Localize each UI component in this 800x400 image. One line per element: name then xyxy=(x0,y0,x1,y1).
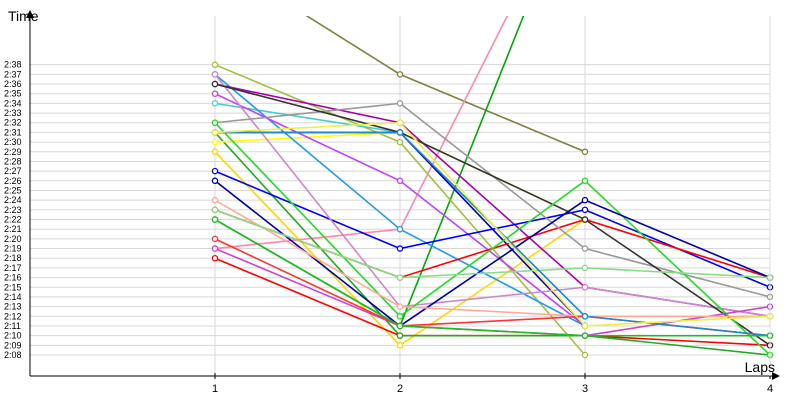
series-point xyxy=(396,177,404,185)
y-tick-labels: 2:082:092:102:112:122:132:142:152:162:17… xyxy=(4,60,22,360)
series-point xyxy=(581,196,589,204)
series-point xyxy=(581,322,589,330)
series-lines xyxy=(211,16,774,359)
y-tick-label: 2:37 xyxy=(4,69,22,79)
series-point xyxy=(211,129,219,136)
x-tick-label: 3 xyxy=(582,383,588,395)
y-tick-label: 2:12 xyxy=(4,311,22,321)
series-point xyxy=(581,264,589,272)
series-point xyxy=(211,235,219,243)
y-axis-arrow-icon xyxy=(26,10,34,18)
series-point xyxy=(211,254,219,262)
series-point xyxy=(396,303,404,310)
series-point xyxy=(396,313,404,320)
y-tick-label: 2:19 xyxy=(4,244,22,254)
series-line xyxy=(214,73,771,318)
y-tick-label: 2:30 xyxy=(4,137,22,147)
x-tick-label: 4 xyxy=(767,383,773,395)
series-point xyxy=(396,322,404,330)
y-tick-label: 2:31 xyxy=(4,127,22,137)
y-tick-label: 2:20 xyxy=(4,234,22,244)
y-tick-label: 2:15 xyxy=(4,282,22,292)
series-point xyxy=(581,206,589,214)
y-tick-label: 2:14 xyxy=(4,292,22,302)
series-line xyxy=(214,131,771,356)
x-tick-label: 2 xyxy=(397,383,403,395)
series-point xyxy=(581,177,589,185)
series-point xyxy=(396,332,404,339)
series-line xyxy=(214,257,771,347)
y-tick-label: 2:23 xyxy=(4,205,22,215)
series-line xyxy=(215,131,771,337)
y-tick-label: 2:24 xyxy=(4,195,22,205)
y-tick-label: 2:13 xyxy=(4,302,22,312)
y-tick-label: 2:27 xyxy=(4,166,22,176)
series-point xyxy=(396,138,404,146)
x-axis-title: Laps xyxy=(745,359,775,375)
y-tick-label: 2:32 xyxy=(4,118,22,128)
y-tick-label: 2:26 xyxy=(4,176,22,186)
y-tick-label: 2:09 xyxy=(4,340,22,350)
series-point xyxy=(396,129,404,136)
series-point xyxy=(581,245,589,252)
series-point xyxy=(581,216,589,223)
series-point xyxy=(396,342,404,349)
y-tick-label: 2:18 xyxy=(4,253,22,263)
series-point xyxy=(211,100,219,107)
y-tick-label: 2:29 xyxy=(4,147,22,157)
axes xyxy=(26,10,780,380)
y-tick-label: 2:38 xyxy=(4,60,22,70)
y-tick-label: 2:21 xyxy=(4,224,22,234)
series-line xyxy=(214,199,770,318)
y-tick-label: 2:10 xyxy=(4,331,22,341)
series-point xyxy=(396,225,404,233)
series-point xyxy=(211,216,219,223)
series-point xyxy=(581,148,589,156)
series-line xyxy=(214,121,771,327)
series-point xyxy=(211,167,219,175)
y-tick-label: 2:08 xyxy=(4,350,22,360)
series-point xyxy=(211,206,219,214)
series-point xyxy=(211,148,219,156)
series-point xyxy=(396,100,404,107)
y-tick-label: 2:34 xyxy=(4,98,22,108)
series-point xyxy=(581,332,589,339)
series-point xyxy=(211,196,219,204)
series-point xyxy=(211,61,219,68)
series-point xyxy=(396,71,404,78)
series-point xyxy=(211,90,219,97)
series-point xyxy=(396,274,404,281)
y-tick-label: 2:25 xyxy=(4,185,22,195)
series-point xyxy=(581,284,589,291)
series-line xyxy=(214,122,771,356)
series-point xyxy=(581,351,589,359)
y-axis-title: Time xyxy=(8,8,39,24)
y-tick-label: 2:33 xyxy=(4,108,22,118)
x-axis-arrow-icon xyxy=(772,372,780,380)
series-point xyxy=(211,119,219,126)
series-line xyxy=(214,247,771,337)
series-point xyxy=(396,245,404,252)
y-tick-label: 2:17 xyxy=(4,263,22,273)
x-tick-label: 1 xyxy=(212,383,218,395)
series-point xyxy=(211,245,219,252)
series-point xyxy=(211,138,219,146)
series-point xyxy=(211,80,219,88)
series-line xyxy=(214,83,771,346)
y-tick-label: 2:35 xyxy=(4,89,22,99)
series-point xyxy=(211,71,219,78)
y-tick-label: 2:36 xyxy=(4,79,22,89)
y-tick-label: 2:11 xyxy=(4,321,21,331)
series-point xyxy=(211,177,219,185)
series-point xyxy=(581,313,589,320)
series-line xyxy=(214,218,770,337)
y-tick-label: 2:22 xyxy=(4,215,22,225)
series-point xyxy=(396,119,404,126)
y-tick-label: 2:16 xyxy=(4,273,22,283)
y-tick-label: 2:28 xyxy=(4,156,22,166)
series-line xyxy=(214,209,771,279)
